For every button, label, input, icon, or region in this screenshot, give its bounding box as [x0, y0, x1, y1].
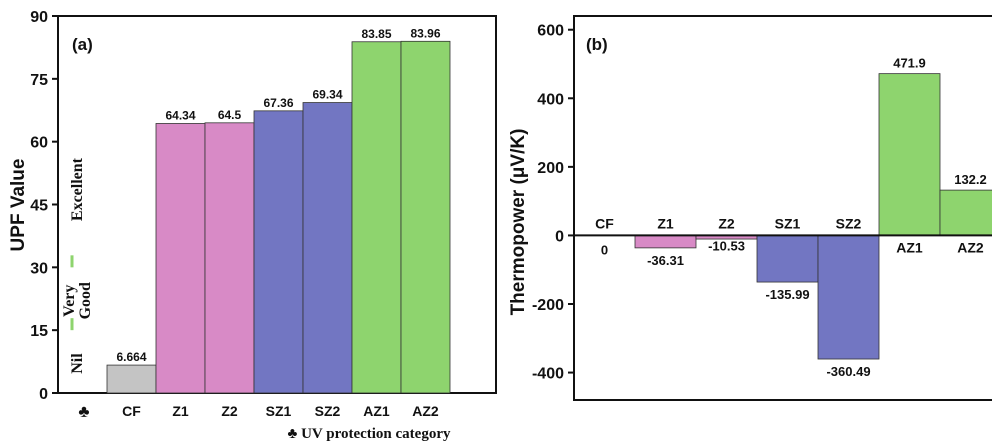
panel-a-xlabel: ♣ UV protection category [287, 426, 451, 442]
value-label-b-az1: 471.9 [893, 56, 926, 71]
range-label: Nil [69, 353, 86, 374]
x-tick-a-cf: CF [122, 403, 141, 419]
panel-a-upf-chart: 0 15 30 45 60 75 90 CF Z1 Z2 SZ1 SZ2 AZ1 AZ2 6.664 64… [8, 9, 497, 442]
value-label-b-z1: -36.31 [647, 253, 684, 268]
panel-b-label: (b) [586, 35, 608, 54]
y-tick-label-b: 600 [537, 23, 564, 40]
x-tick-b-z1: Z1 [657, 215, 674, 231]
bar-b-z1 [634, 235, 697, 249]
value-label-b-sz2: -360.49 [826, 364, 870, 379]
bar-a-az1 [351, 41, 402, 394]
value-label-b-cf: 0 [601, 242, 608, 257]
panel-b-frame [573, 15, 992, 401]
panel-b-ylabel: Thermopower (μV/K) [508, 129, 529, 316]
value-label-b-az2: 132.2 [954, 172, 987, 187]
y-tick-label-b: -200 [532, 297, 564, 314]
range-label: Excellent [69, 157, 86, 221]
value-label-b-z2: -10.53 [708, 238, 745, 253]
bar-a-sz1 [253, 110, 304, 394]
bar-b-az1 [878, 73, 941, 236]
y-tick-label-a: 0 [39, 386, 48, 403]
value-label-a-cf: 6.664 [116, 350, 146, 364]
value-label-a-z2: 64.5 [218, 108, 242, 122]
x-tick-a-az1: AZ1 [363, 403, 390, 419]
y-tick-label-a: 90 [30, 9, 48, 26]
club-marker: ♣ [78, 402, 89, 421]
value-label-a-az2: 83.96 [410, 26, 440, 40]
bar-a-z2 [204, 122, 255, 394]
x-tick-b-z2: Z2 [718, 215, 735, 231]
panel-b-thermopower-chart: -400 -200 0 200 400 600 CF Z1 Z2 SZ1 SZ2 AZ1 AZ2 0 -… [508, 15, 992, 401]
y-tick-label-b: 400 [537, 91, 564, 108]
y-tick-label-a: 30 [30, 260, 48, 277]
x-tick-b-sz2: SZ2 [836, 215, 862, 231]
x-tick-a-sz1: SZ1 [266, 403, 292, 419]
range-label: Very [61, 285, 78, 317]
x-tick-a-z2: Z2 [221, 403, 238, 419]
value-label-a-az1: 83.85 [361, 27, 391, 41]
y-tick-label-b: -400 [532, 366, 564, 383]
bar-b-az2 [939, 189, 992, 236]
y-tick-label-b: 0 [555, 228, 564, 245]
y-tick-label-a: 45 [30, 198, 48, 215]
x-tick-a-sz2: SZ2 [315, 403, 341, 419]
x-tick-a-z1: Z1 [172, 403, 189, 419]
y-tick-label-b: 200 [537, 160, 564, 177]
x-tick-b-sz1: SZ1 [775, 215, 801, 231]
y-tick-label-a: 75 [30, 72, 48, 89]
value-label-a-sz1: 67.36 [263, 96, 293, 110]
bar-a-sz2 [302, 102, 353, 394]
value-label-a-z1: 64.34 [165, 108, 195, 122]
y-tick-label-a: 15 [30, 323, 48, 340]
bar-b-sz1 [756, 235, 819, 283]
panel-a-ylabel: UPF Value [8, 159, 29, 252]
x-tick-b-az2: AZ2 [957, 239, 984, 255]
panel-a-label: (a) [72, 35, 93, 54]
bar-a-z1 [155, 123, 206, 394]
x-tick-b-cf: CF [595, 215, 614, 231]
x-tick-a-az2: AZ2 [412, 403, 439, 419]
y-tick-label-a: 60 [30, 135, 48, 152]
bar-a-cf [106, 364, 157, 394]
x-tick-b-az1: AZ1 [896, 239, 923, 255]
bar-b-sz2 [817, 235, 880, 360]
value-label-b-sz1: -135.99 [765, 287, 809, 302]
value-label-a-sz2: 69.34 [312, 88, 342, 102]
range-label: Good [77, 282, 94, 319]
bar-a-az2 [400, 40, 451, 394]
